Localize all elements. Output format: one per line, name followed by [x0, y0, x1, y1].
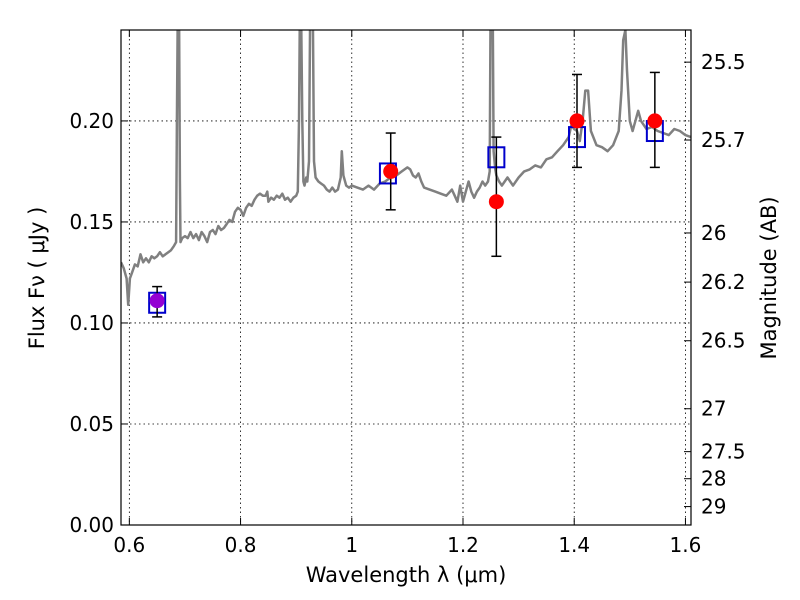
- x-tick-label: 0.8: [225, 533, 257, 557]
- y-tick-label: 0.20: [69, 109, 114, 133]
- axis-ticks: [121, 30, 691, 526]
- observed-photometry-markers: [149, 71, 663, 318]
- y2-axis-label: Magnitude (AB): [757, 196, 781, 359]
- y2-tick-label: 26.2: [701, 270, 746, 294]
- y-tick-label: 0.05: [69, 412, 114, 436]
- y-tick-label: 0.10: [69, 311, 114, 335]
- y2-tick-label: 25.7: [701, 128, 746, 152]
- observed-point: [383, 163, 399, 179]
- y2-tick-label: 26: [701, 221, 726, 245]
- x-tick-label: 1.2: [447, 533, 479, 557]
- plot-frame: [120, 29, 692, 526]
- x-tick-label: 1.4: [558, 533, 590, 557]
- y-tick-label: 0.00: [69, 513, 114, 537]
- model-photometry-markers: [148, 120, 664, 314]
- y2-tick-label: 27: [701, 397, 726, 421]
- observed-point: [569, 113, 585, 129]
- plot-area: [121, 30, 691, 318]
- observed-point: [488, 194, 504, 210]
- y2-tick-label: 27.5: [701, 440, 746, 464]
- grid: [121, 30, 691, 526]
- observed-point: [647, 113, 663, 129]
- y2-tick-label: 25.5: [701, 50, 746, 74]
- y2-tick-label: 29: [701, 495, 726, 519]
- spectrum-line: [121, 30, 691, 307]
- x-tick-label: 1: [345, 533, 358, 557]
- tick-labels: 0.6 0.8 1 1.2 1.4 1.6 0.00 0.05 0.10 0.15 0.20 25.5…: [69, 50, 745, 557]
- x-axis-label: Wavelength λ (μm): [306, 563, 507, 587]
- y-tick-label: 0.15: [69, 210, 114, 234]
- x-tick-label: 1.6: [670, 533, 702, 557]
- y2-tick-label: 26.5: [701, 329, 746, 353]
- observed-point: [149, 293, 165, 309]
- x-tick-label: 0.6: [113, 533, 145, 557]
- y-axis-label: Flux Fν ( μJy ): [25, 207, 49, 350]
- y2-tick-label: 28: [701, 467, 726, 491]
